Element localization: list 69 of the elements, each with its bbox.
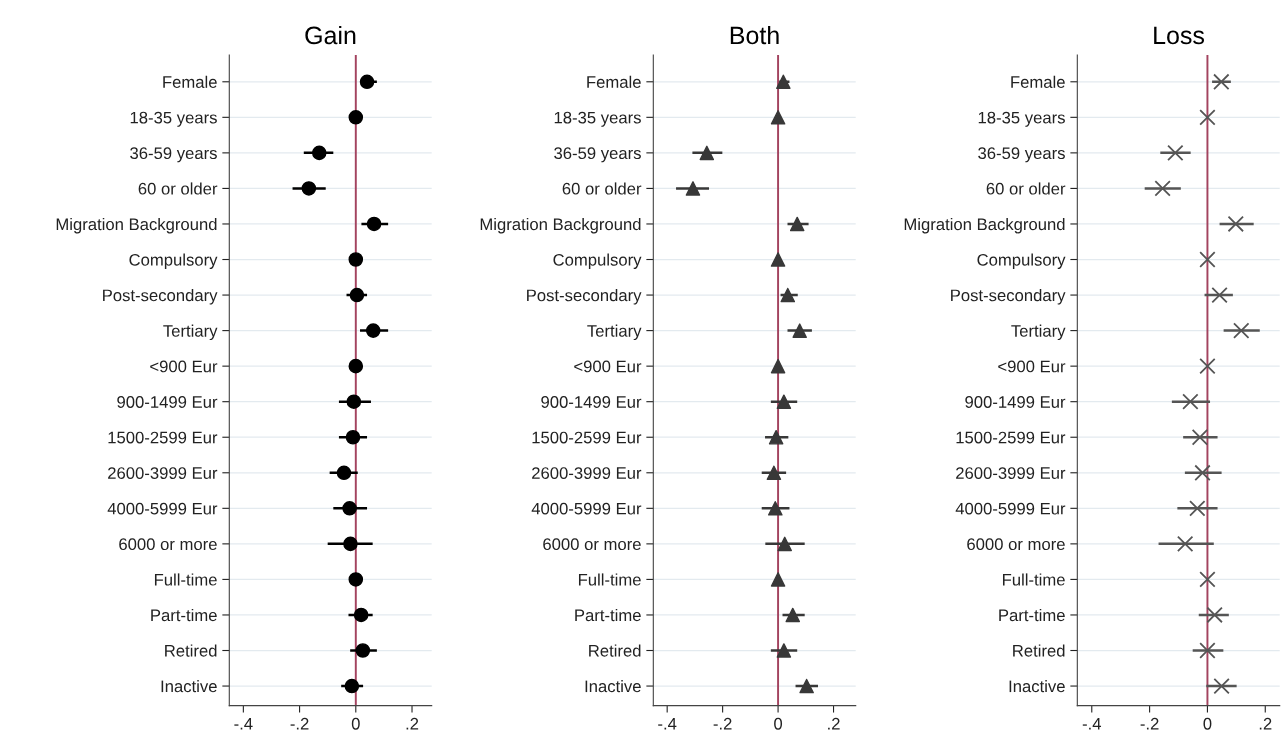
y-tick-label: Inactive [161, 680, 217, 693]
y-tick-label: Inactive [1009, 680, 1065, 693]
x-tick-label: .2 [406, 717, 419, 730]
y-tick-label: 4000-5999 Eur [531, 502, 642, 515]
y-tick-label: Full-time [1002, 573, 1065, 586]
x-tick-label: -.4 [234, 718, 253, 730]
y-tick-label: 1500-2599 Eur [956, 431, 1066, 444]
x-tick-label: -.2 [1140, 717, 1159, 730]
x-tick-label: -.4 [1082, 718, 1102, 730]
y-tick-label: 60 or older [562, 182, 642, 195]
y-tick-label: 60 or older [986, 182, 1066, 195]
y-tick-label: 18-35 years [554, 111, 641, 127]
y-tick-label: 60 or older [138, 182, 218, 195]
y-tick-label: 900-1499 Eur [965, 396, 1066, 408]
x-tick-label: -.2 [713, 717, 732, 730]
y-tick-label: 36-59 years [554, 147, 641, 163]
y-tick-label: 4000-5999 Eur [107, 502, 218, 515]
y-tick-label: 18-35 years [978, 111, 1065, 127]
y-tick-label: Migration Background [904, 217, 1065, 234]
x-tick-label: 0 [351, 717, 360, 730]
y-tick-label: Tertiary [1011, 324, 1066, 341]
y-tick-label: Full-time [154, 573, 217, 586]
y-tick-label: 36-59 years [978, 147, 1065, 163]
y-tick-label: Compulsory [977, 253, 1066, 270]
chart-title: Gain [305, 25, 356, 45]
y-tick-label: <900 Eur [574, 360, 642, 373]
y-tick-label: Part-time [999, 608, 1065, 622]
x-tick-label: -.2 [290, 717, 309, 730]
y-tick-label: 18-35 years [130, 111, 217, 127]
y-tick-label: 2600-3999 Eur [532, 467, 642, 479]
y-tick-label: Compulsory [129, 253, 218, 270]
y-tick-label: <900 Eur [998, 360, 1066, 373]
y-tick-label: Tertiary [587, 324, 642, 341]
y-tick-label: 1500-2599 Eur [532, 431, 642, 444]
y-tick-label: Post-secondary [527, 289, 642, 305]
y-tick-label: Retired [589, 644, 641, 657]
y-tick-label: Tertiary [163, 324, 218, 341]
y-tick-label: 2600-3999 Eur [956, 467, 1066, 479]
y-tick-label: Inactive [585, 680, 641, 693]
y-tick-label: Retired [1013, 644, 1065, 657]
x-tick-label: 0 [774, 717, 783, 730]
y-tick-label: 900-1499 Eur [541, 396, 642, 408]
y-tick-label: 2600-3999 Eur [108, 467, 218, 479]
y-tick-label: Compulsory [553, 253, 642, 270]
y-tick-label: Post-secondary [103, 289, 218, 305]
y-tick-label: Full-time [578, 573, 641, 586]
x-tick-label: .2 [1259, 717, 1272, 730]
y-tick-label: Part-time [151, 608, 217, 622]
y-tick-label: 900-1499 Eur [117, 396, 218, 408]
y-tick-label: Post-secondary [951, 289, 1066, 305]
y-tick-label: Female [587, 75, 641, 88]
y-tick-label: Migration Background [56, 217, 217, 234]
y-tick-label: Female [1011, 75, 1065, 88]
x-tick-label: 0 [1203, 717, 1212, 730]
y-tick-label: Part-time [575, 608, 641, 622]
x-tick-label: -.4 [658, 718, 677, 730]
y-tick-label: Retired [165, 644, 217, 657]
y-tick-label: 4000-5999 Eur [955, 502, 1066, 515]
chart-title: Both [730, 25, 779, 45]
x-tick-label: .2 [828, 717, 840, 730]
y-tick-label: 36-59 years [130, 147, 217, 163]
chart-title: Loss [1154, 26, 1205, 45]
y-tick-label: Female [163, 75, 217, 88]
y-tick-label: 6000 or more [543, 538, 641, 551]
y-tick-label: 1500-2599 Eur [108, 431, 218, 444]
y-tick-label: 6000 or more [967, 538, 1065, 551]
y-tick-label: 6000 or more [119, 538, 217, 551]
y-tick-label: Migration Background [480, 217, 641, 234]
y-tick-label: <900 Eur [150, 360, 218, 373]
